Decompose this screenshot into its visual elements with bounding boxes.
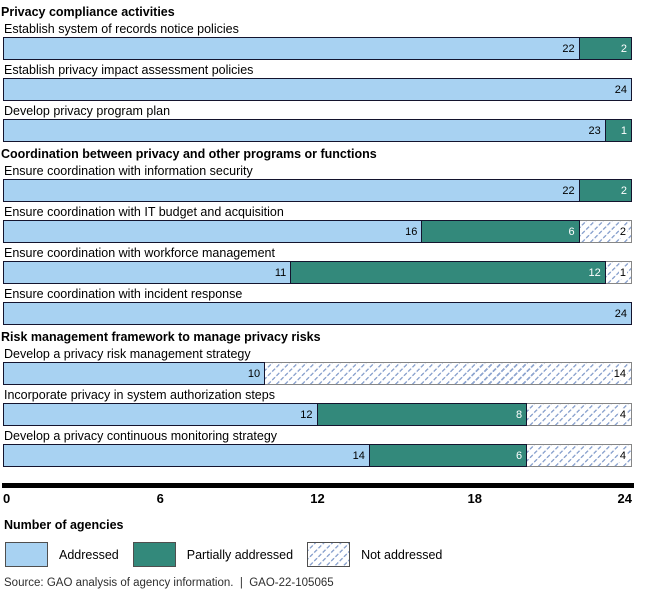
segment-value: 2 (620, 42, 627, 55)
segment-value: 2 (618, 225, 627, 238)
stacked-bar: 11 12 1 (3, 261, 632, 284)
x-axis-tick: 6 (156, 491, 164, 506)
bar-label: Establish system of records notice polic… (4, 22, 239, 36)
bar-label: Develop privacy program plan (4, 104, 171, 118)
segment-value: 24 (614, 83, 627, 96)
stacked-bar: 23 1 (3, 119, 632, 142)
bar-label: Ensure coordination with incident respon… (4, 287, 243, 301)
segment-partially-addressed: 2 (578, 179, 632, 202)
bar-label: Establish privacy impact assessment poli… (4, 63, 254, 77)
segment-not-addressed: 4 (525, 444, 632, 467)
section-header: Risk management framework to manage priv… (1, 330, 321, 344)
segment-value: 6 (568, 225, 575, 238)
segment-value: 10 (247, 367, 261, 380)
segment-addressed: 12 (3, 403, 318, 426)
segment-value: 4 (618, 408, 627, 421)
segment-value: 14 (352, 449, 365, 462)
segment-not-addressed: 14 (263, 362, 632, 385)
legend-item: Not addressed (307, 542, 442, 567)
stacked-bar: 22 2 (3, 179, 632, 202)
segment-value: 12 (300, 408, 313, 421)
legend-swatch-not (307, 542, 351, 567)
stacked-bar: 22 2 (3, 37, 632, 60)
segment-partially-addressed: 6 (420, 220, 580, 243)
segment-value: 22 (562, 184, 575, 197)
segment-value: 12 (588, 266, 601, 279)
legend-item: Addressed (5, 542, 119, 567)
segment-partially-addressed: 8 (316, 403, 528, 426)
stacked-bar: 12 8 4 (3, 403, 632, 426)
segment-value: 2 (620, 184, 627, 197)
stacked-bar: 24 (3, 78, 632, 101)
segment-addressed: 22 (3, 37, 580, 60)
x-axis-line (2, 483, 634, 488)
x-axis-label: Number of agencies (4, 518, 124, 532)
segment-partially-addressed: 12 (289, 261, 606, 284)
section-header: Privacy compliance activities (1, 5, 175, 19)
segment-addressed: 24 (3, 302, 632, 325)
segment-value: 22 (562, 42, 575, 55)
segment-not-addressed: 4 (525, 403, 632, 426)
segment-value: 8 (516, 408, 523, 421)
segment-partially-addressed: 1 (604, 119, 632, 142)
segment-addressed: 16 (3, 220, 423, 243)
stacked-bar: 10 14 (3, 362, 632, 385)
segment-not-addressed: 2 (578, 220, 632, 243)
segment-value: 14 (612, 367, 627, 380)
segment-addressed: 22 (3, 179, 580, 202)
segment-value: 16 (405, 225, 418, 238)
bar-label: Incorporate privacy in system authorizat… (4, 388, 275, 402)
legend-label: Partially addressed (186, 547, 294, 562)
x-axis-tick: 0 (3, 491, 11, 506)
section-header: Coordination between privacy and other p… (1, 147, 377, 161)
segment-not-addressed: 1 (604, 261, 632, 284)
chart-area: Privacy compliance activities Establish s… (1, 5, 632, 467)
legend-label: Not addressed (361, 547, 443, 562)
x-axis-ticks: 0 6 12 18 24 (3, 492, 632, 506)
x-axis-tick: 24 (617, 491, 632, 506)
segment-addressed: 14 (3, 444, 370, 467)
legend-swatch-partial (132, 542, 176, 567)
segment-value: 23 (588, 124, 601, 137)
segment-addressed: 10 (3, 362, 266, 385)
segment-value: 24 (614, 307, 627, 320)
stacked-bar: 24 (3, 302, 632, 325)
bar-label: Develop a privacy risk management strate… (4, 347, 251, 361)
segment-addressed: 11 (3, 261, 292, 284)
legend-item: Partially addressed (132, 542, 294, 567)
bar-label: Ensure coordination with IT budget and a… (4, 205, 284, 219)
segment-value: 11 (274, 266, 287, 279)
legend: Addressed Partially addressed Not addresse… (5, 542, 456, 567)
segment-value: 4 (618, 449, 627, 462)
legend-swatch-addressed (5, 542, 48, 567)
segment-value: 1 (620, 124, 627, 137)
segment-value: 6 (516, 449, 523, 462)
stacked-bar: 14 6 4 (3, 444, 632, 467)
x-axis-tick: 12 (310, 491, 325, 506)
segment-addressed: 23 (3, 119, 606, 142)
bar-label: Ensure coordination with workforce manag… (4, 246, 275, 260)
x-axis-tick: 18 (467, 491, 482, 506)
bar-label: Develop a privacy continuous monitoring … (4, 429, 278, 443)
segment-addressed: 24 (3, 78, 632, 101)
segment-value: 1 (618, 266, 627, 279)
segment-partially-addressed: 6 (368, 444, 528, 467)
stacked-bar: 16 6 2 (3, 220, 632, 243)
source-note: Source: GAO analysis of agency informati… (4, 577, 334, 589)
bar-label: Ensure coordination with information sec… (4, 164, 253, 178)
segment-partially-addressed: 2 (578, 37, 632, 60)
legend-label: Addressed (59, 547, 119, 562)
